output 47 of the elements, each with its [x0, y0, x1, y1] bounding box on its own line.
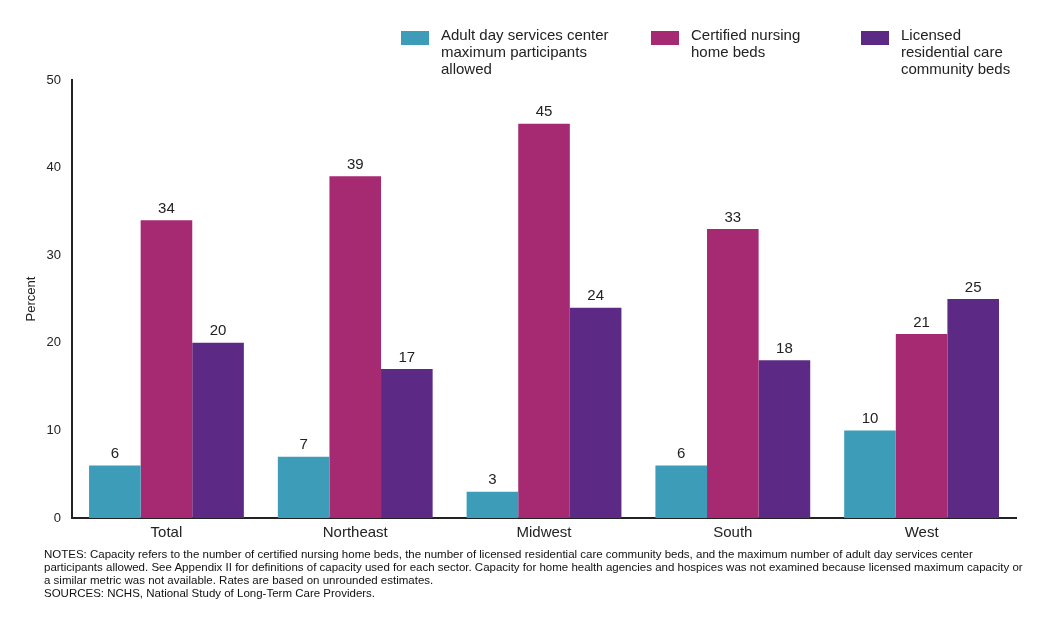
y-tick-label: 30	[46, 246, 62, 262]
x-tick-label: West	[904, 523, 940, 541]
bar	[277, 456, 330, 518]
data-label: 20	[209, 321, 227, 339]
source-note: SOURCES: NCHS, National Study of Long-Term Care Providers.	[44, 587, 377, 600]
data-label: 6	[110, 444, 120, 462]
x-tick-label: Midwest	[516, 523, 573, 541]
bar	[758, 360, 811, 518]
data-label: 39	[346, 155, 364, 172]
data-label: 6	[677, 444, 686, 462]
data-label: 25	[964, 277, 982, 295]
data-label: 24	[587, 286, 604, 304]
y-tick-label: 10	[46, 421, 62, 437]
bar	[895, 334, 948, 518]
x-tick-label: South	[713, 523, 753, 541]
y-tick-label: 50	[46, 71, 62, 87]
data-label: 7	[299, 435, 308, 453]
bar	[844, 430, 896, 518]
bar	[381, 369, 433, 518]
bar	[707, 228, 759, 518]
data-label: 45	[535, 102, 553, 120]
bar	[518, 123, 570, 518]
data-label: 18	[776, 338, 793, 356]
bar	[140, 220, 193, 518]
data-label: 17	[398, 347, 416, 365]
legend-label: Certified nursing home beds	[691, 25, 801, 60]
data-label: 21	[913, 312, 930, 330]
bar	[89, 465, 141, 518]
data-label: 33	[724, 207, 742, 225]
data-label: 10	[861, 409, 879, 427]
bar	[947, 299, 1000, 518]
bar	[569, 307, 622, 518]
bar	[329, 176, 382, 518]
x-tick-label: Total	[150, 523, 183, 541]
x-tick-label: Northeast	[322, 523, 389, 541]
y-tick-label: 0	[53, 509, 62, 525]
y-tick-label: 40	[46, 159, 62, 175]
text: NOTES: Capacity refers to the number of certified nursing home beds, the number of licensed residential care community beds, and the maximum number of adult day services center participants allowed. See Appendix II for definitions of capacity used for each sector. Capacity for home health agencies and hospices was not examined because licensed maximum capacity or a similar metric was not available. Rates are based on unrounded estimates.	[44, 548, 1024, 587]
data-label: 34	[158, 198, 175, 216]
legend-label: Licensed residential care community beds	[901, 25, 1011, 77]
bar	[655, 465, 708, 518]
legend-label: Adult day services center maximum participants allowed	[441, 25, 609, 77]
y-tick-label: 20	[46, 334, 62, 350]
y-axis-title: Percent	[23, 276, 39, 322]
bar	[192, 342, 244, 518]
bar	[466, 491, 519, 518]
data-label: 3	[488, 470, 497, 488]
